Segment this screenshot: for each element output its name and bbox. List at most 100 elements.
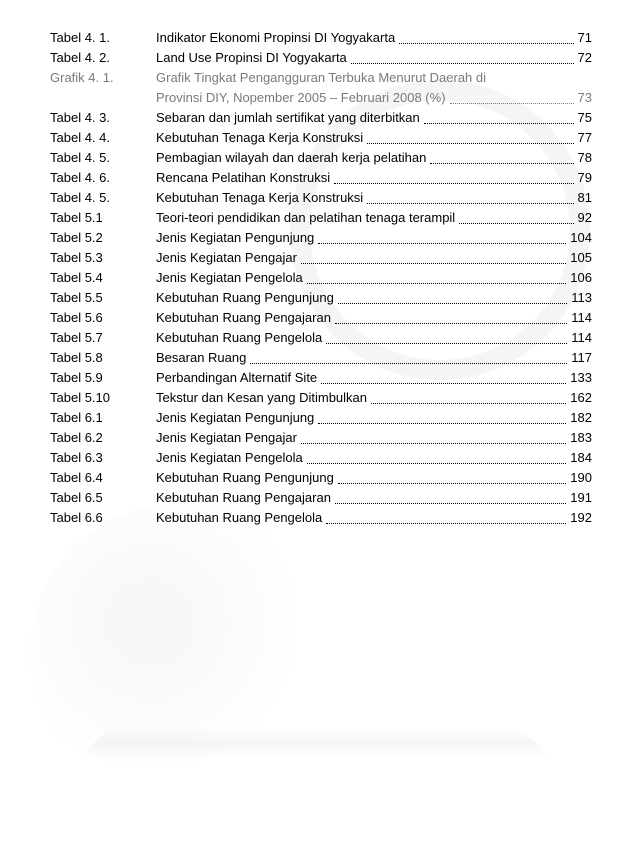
toc-leader xyxy=(399,42,573,44)
toc-row: Tabel 6.6Kebutuhan Ruang Pengelola192 xyxy=(50,508,592,528)
toc-title-text: Jenis Kegiatan Pengelola xyxy=(156,448,303,468)
toc-title: Kebutuhan Tenaga Kerja Konstruksi xyxy=(156,128,578,148)
toc-row: Tabel 4. 5.Kebutuhan Tenaga Kerja Konstr… xyxy=(50,188,592,208)
toc-title: Kebutuhan Ruang Pengajaran xyxy=(156,488,570,508)
toc-title: Sebaran dan jumlah sertifikat yang diter… xyxy=(156,108,578,128)
toc-row: Tabel 5.9Perbandingan Alternatif Site 133 xyxy=(50,368,592,388)
toc-title: Besaran Ruang xyxy=(156,348,571,368)
toc-row: Tabel 6.4Kebutuhan Ruang Pengunjung190 xyxy=(50,468,592,488)
toc-leader xyxy=(307,282,567,284)
toc-page: Tabel 4. 1.Indikator Ekonomi Propinsi DI… xyxy=(0,0,630,528)
toc-row: Tabel 5.5Kebutuhan Ruang Pengunjung113 xyxy=(50,288,592,308)
toc-label: Tabel 5.4 xyxy=(50,268,156,288)
toc-title-text: Grafik Tingkat Pengangguran Terbuka Menu… xyxy=(156,68,592,88)
toc-leader xyxy=(338,482,566,484)
toc-row: Tabel 4. 4.Kebutuhan Tenaga Kerja Konstr… xyxy=(50,128,592,148)
toc-row: Grafik 4. 1.Grafik Tingkat Pengangguran … xyxy=(50,68,592,108)
toc-title-text: Jenis Kegiatan Pengajar xyxy=(156,248,297,268)
toc-page-number: 192 xyxy=(570,508,592,528)
toc-title: Kebutuhan Ruang Pengelola xyxy=(156,328,571,348)
toc-row: Tabel 6.5Kebutuhan Ruang Pengajaran 191 xyxy=(50,488,592,508)
toc-label: Grafik 4. 1. xyxy=(50,68,156,88)
toc-title: Kebutuhan Ruang Pengunjung xyxy=(156,288,571,308)
toc-row: Tabel 5.4Jenis Kegiatan Pengelola106 xyxy=(50,268,592,288)
toc-title-text: Kebutuhan Ruang Pengajaran xyxy=(156,488,331,508)
toc-row: Tabel 6.3Jenis Kegiatan Pengelola184 xyxy=(50,448,592,468)
toc-label: Tabel 5.7 xyxy=(50,328,156,348)
toc-title: Jenis Kegiatan Pengajar xyxy=(156,428,570,448)
toc-leader xyxy=(338,302,567,304)
toc-title-text: Kebutuhan Tenaga Kerja Konstruksi xyxy=(156,128,363,148)
toc-title: Kebutuhan Tenaga Kerja Konstruksi xyxy=(156,188,578,208)
toc-title-text: Indikator Ekonomi Propinsi DI Yogyakarta xyxy=(156,28,395,48)
toc-page-number: 79 xyxy=(578,168,592,188)
toc-row: Tabel 4. 6.Rencana Pelatihan Konstruksi7… xyxy=(50,168,592,188)
toc-title: Pembagian wilayah dan daerah kerja pelat… xyxy=(156,148,578,168)
toc-leader xyxy=(459,222,573,224)
toc-title-text: Tekstur dan Kesan yang Ditimbulkan xyxy=(156,388,367,408)
toc-label: Tabel 4. 1. xyxy=(50,28,156,48)
toc-page-number: 117 xyxy=(571,348,592,368)
toc-leader xyxy=(250,362,567,364)
toc-page-number: 113 xyxy=(571,288,592,308)
toc-leader xyxy=(371,402,566,404)
toc-label: Tabel 4. 6. xyxy=(50,168,156,188)
toc-page-number: 183 xyxy=(570,428,592,448)
toc-label: Tabel 6.2 xyxy=(50,428,156,448)
toc-page-number: 133 xyxy=(570,368,592,388)
toc-title-text: Jenis Kegiatan Pengunjung xyxy=(156,408,314,428)
toc-title: Indikator Ekonomi Propinsi DI Yogyakarta xyxy=(156,28,578,48)
toc-label: Tabel 5.2 xyxy=(50,228,156,248)
toc-label: Tabel 5.10 xyxy=(50,388,156,408)
toc-leader xyxy=(367,202,573,204)
toc-row: Tabel 4. 5.Pembagian wilayah dan daerah … xyxy=(50,148,592,168)
toc-title: Jenis Kegiatan Pengelola xyxy=(156,268,570,288)
toc-page-number: 104 xyxy=(570,228,592,248)
toc-title: Jenis Kegiatan Pengunjung xyxy=(156,228,570,248)
toc-title-text: Kebutuhan Ruang Pengelola xyxy=(156,508,322,528)
toc-page-number: 71 xyxy=(578,28,592,48)
toc-row: Tabel 4. 2.Land Use Propinsi DI Yogyakar… xyxy=(50,48,592,68)
toc-title-text: Jenis Kegiatan Pengajar xyxy=(156,428,297,448)
toc-title-text: Kebutuhan Ruang Pengelola xyxy=(156,328,322,348)
toc-leader xyxy=(334,182,573,184)
toc-title-text: Perbandingan Alternatif Site xyxy=(156,368,317,388)
toc-title: Land Use Propinsi DI Yogyakarta xyxy=(156,48,578,68)
toc-leader xyxy=(321,382,566,384)
toc-leader xyxy=(318,242,566,244)
toc-title-text: Jenis Kegiatan Pengelola xyxy=(156,268,303,288)
toc-leader xyxy=(307,462,567,464)
toc-page-number: 81 xyxy=(578,188,592,208)
toc-title-text: Pembagian wilayah dan daerah kerja pelat… xyxy=(156,148,426,168)
toc-title: Jenis Kegiatan Pengajar xyxy=(156,248,570,268)
toc-row: Tabel 5.3Jenis Kegiatan Pengajar105 xyxy=(50,248,592,268)
toc-row: Tabel 4. 3.Sebaran dan jumlah sertifikat… xyxy=(50,108,592,128)
toc-label: Tabel 4. 5. xyxy=(50,148,156,168)
toc-title-text: Jenis Kegiatan Pengunjung xyxy=(156,228,314,248)
toc-label: Tabel 5.9 xyxy=(50,368,156,388)
toc-title-text: Land Use Propinsi DI Yogyakarta xyxy=(156,48,347,68)
toc-page-number: 191 xyxy=(570,488,592,508)
toc-leader xyxy=(318,422,566,424)
toc-label: Tabel 4. 3. xyxy=(50,108,156,128)
toc-label: Tabel 5.1 xyxy=(50,208,156,228)
toc-title: Rencana Pelatihan Konstruksi xyxy=(156,168,578,188)
toc-title: Jenis Kegiatan Pengelola xyxy=(156,448,570,468)
toc-label: Tabel 6.5 xyxy=(50,488,156,508)
toc-label: Tabel 6.4 xyxy=(50,468,156,488)
toc-leader xyxy=(326,342,567,344)
toc-page-number: 78 xyxy=(578,148,592,168)
toc-page-number: 75 xyxy=(578,108,592,128)
toc-page-number: 184 xyxy=(570,448,592,468)
toc-leader xyxy=(326,522,566,524)
toc-row: Tabel 5.2Jenis Kegiatan Pengunjung 104 xyxy=(50,228,592,248)
toc-leader xyxy=(335,322,567,324)
toc-title-text: Teori-teori pendidikan dan pelatihan ten… xyxy=(156,208,455,228)
toc-row: Tabel 4. 1.Indikator Ekonomi Propinsi DI… xyxy=(50,28,592,48)
toc-label: Tabel 4. 2. xyxy=(50,48,156,68)
toc-row: Tabel 5.1Teori-teori pendidikan dan pela… xyxy=(50,208,592,228)
toc-title-text: Provinsi DIY, Nopember 2005 – Februari 2… xyxy=(156,88,446,108)
toc-title: Jenis Kegiatan Pengunjung xyxy=(156,408,570,428)
toc-leader xyxy=(335,502,566,504)
toc-label: Tabel 4. 4. xyxy=(50,128,156,148)
